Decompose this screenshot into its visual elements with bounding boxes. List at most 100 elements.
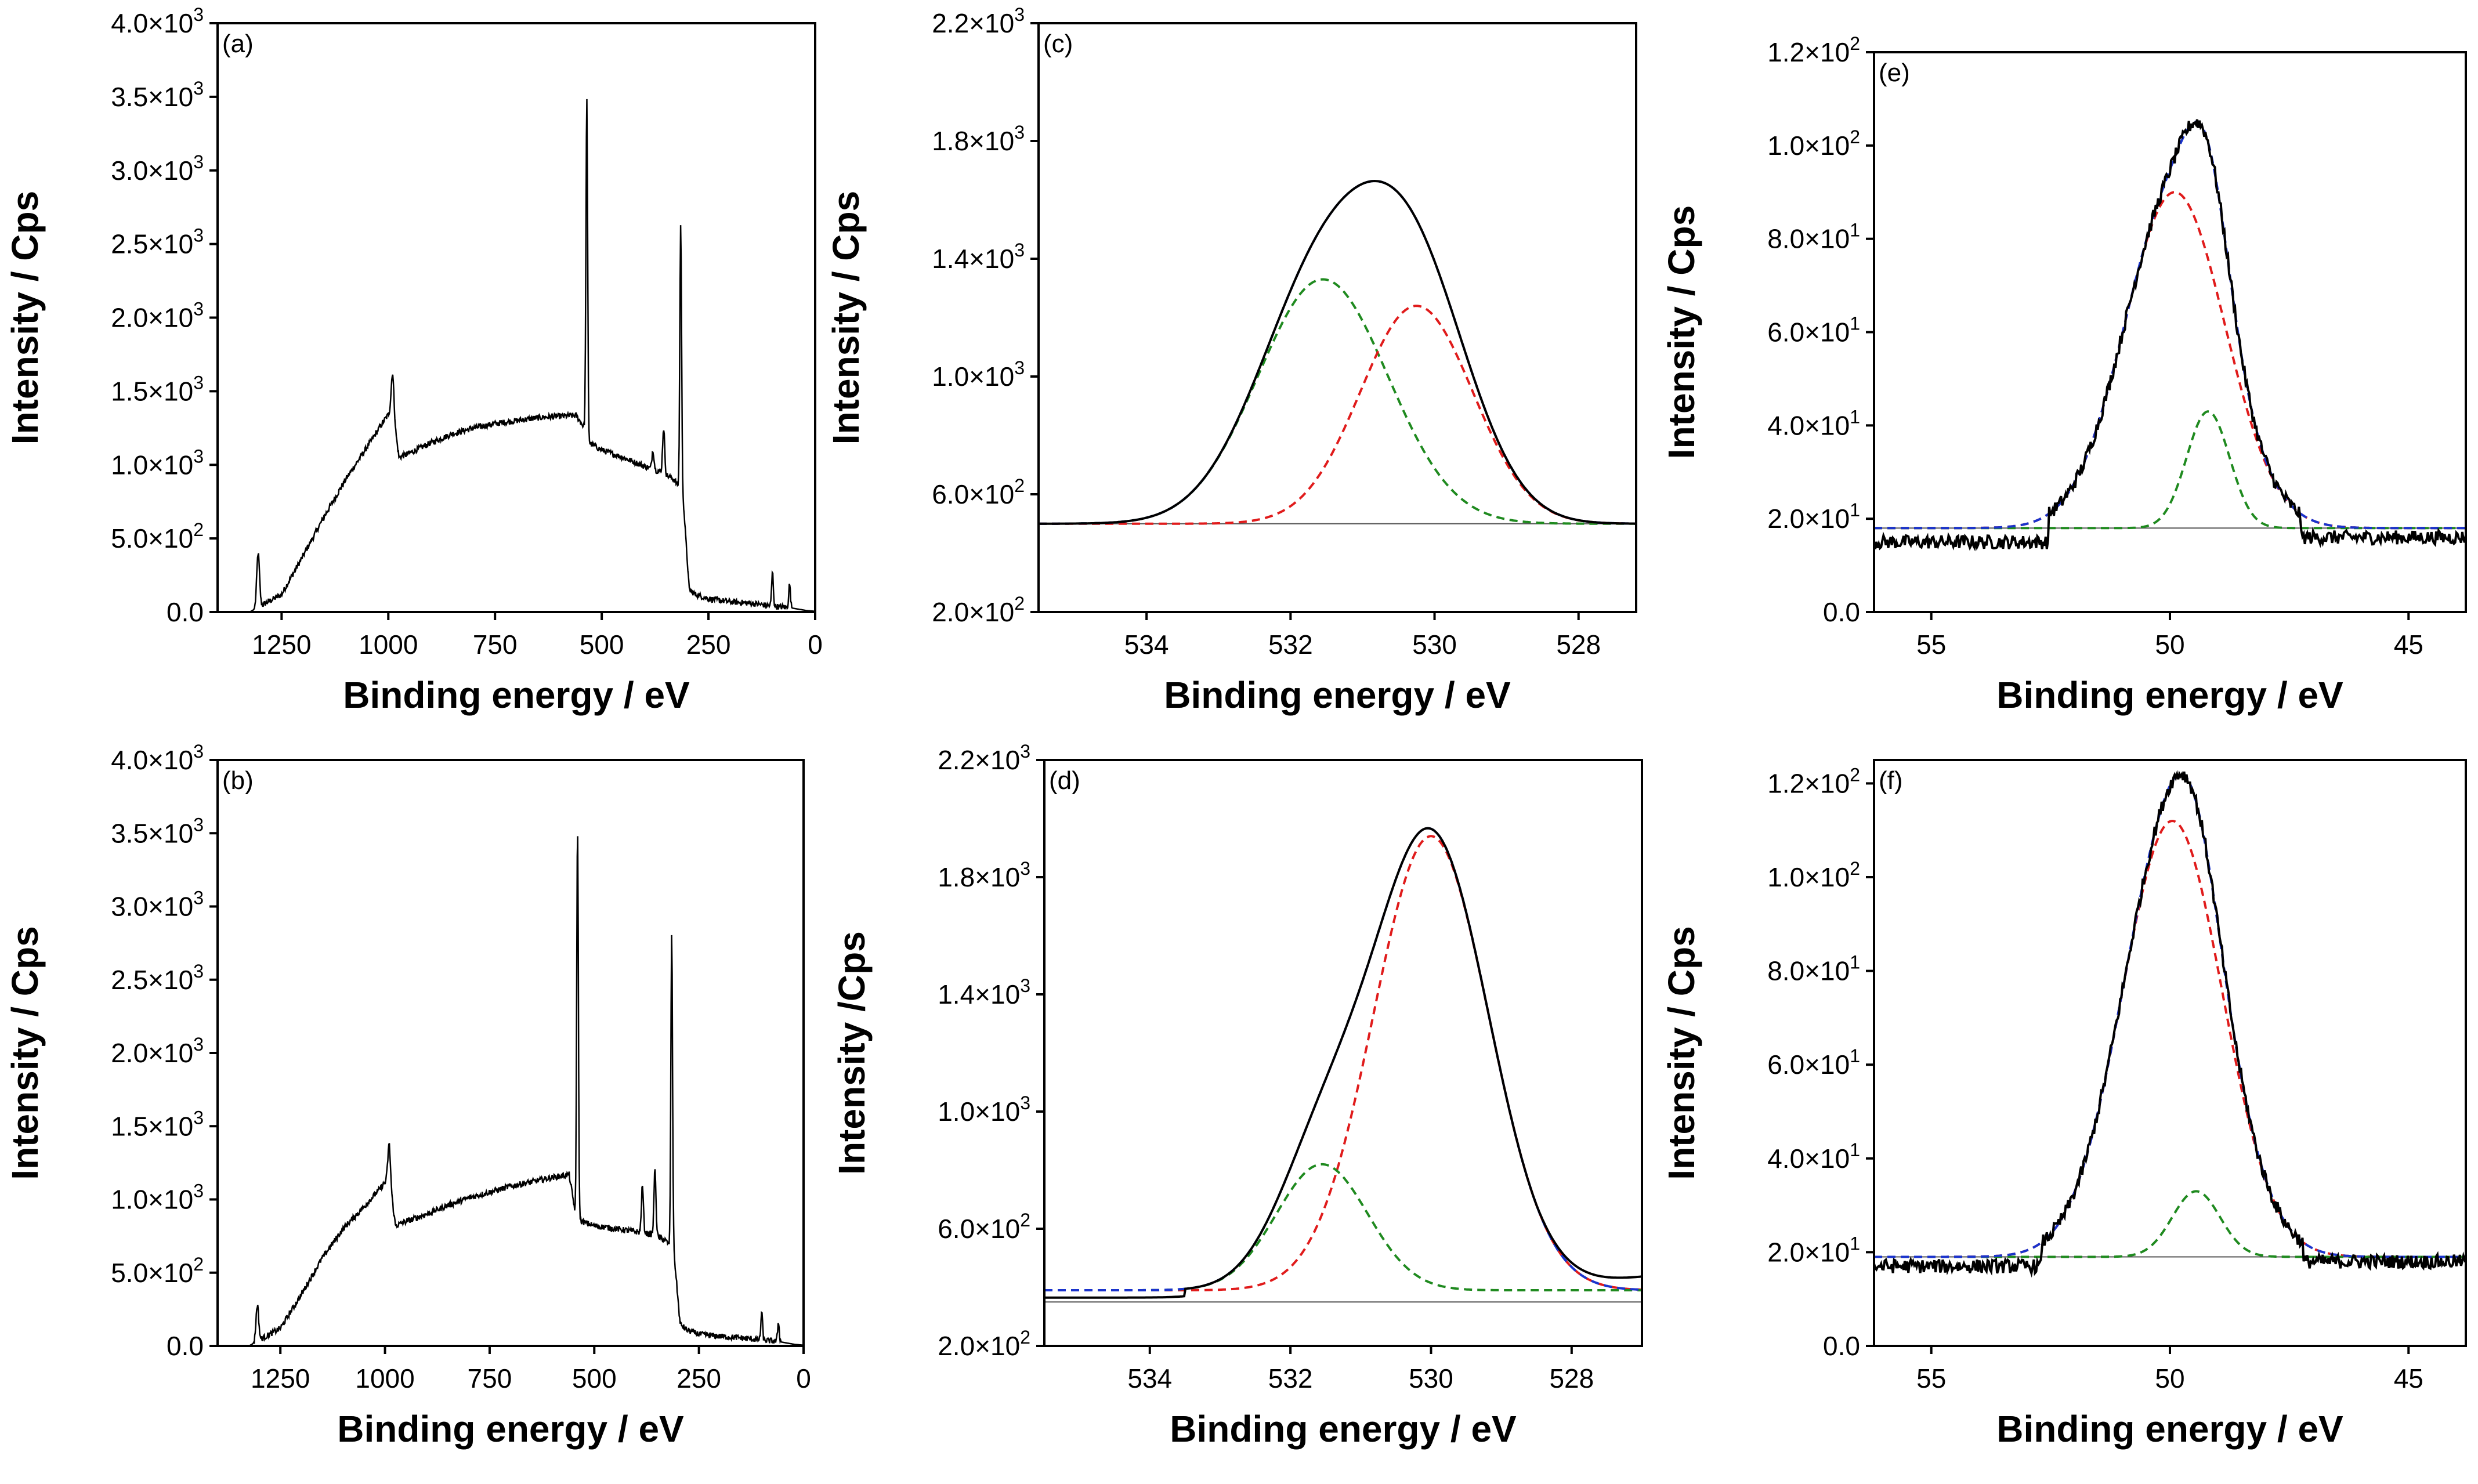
x-tick-label-e: 50 <box>2155 629 2184 660</box>
y-tick-label-c: 1.0×103 <box>932 357 1025 392</box>
panel-label-a: (a) <box>222 30 254 58</box>
y-tick-label-d: 2.0×102 <box>938 1327 1030 1361</box>
fit-component-green-f <box>1874 1190 2466 1258</box>
panel-label-d: (d) <box>1049 766 1080 795</box>
measured-spectrum-e <box>1874 119 2466 552</box>
y-tick-label-f: 0.0 <box>1823 1331 1860 1361</box>
survey-spectrum-a <box>218 99 815 612</box>
y-tick-label-a: 1.5×103 <box>111 372 204 406</box>
panel-label-b: (b) <box>222 766 254 795</box>
axes-frame-c <box>1037 22 1637 613</box>
x-tick-label-e: 45 <box>2394 629 2423 660</box>
measured-spectrum-c <box>1039 179 1636 525</box>
y-tick-label-c: 1.4×103 <box>932 240 1025 274</box>
panel-label-c: (c) <box>1043 30 1073 58</box>
x-tick-label-e: 55 <box>1916 629 1946 660</box>
y-axis-title-e: Intensity / Cps <box>1661 205 1702 459</box>
y-tick-label-e: 0.0 <box>1823 597 1860 627</box>
panel-b: 1250 1000 750 500 250 0 0.0 5.0×102 1.0×103 1.5×1… <box>4 741 811 1450</box>
y-tick-label-e: 1.2×102 <box>1767 33 1860 67</box>
y-tick-label-f: 4.0×101 <box>1767 1139 1860 1174</box>
y-tick-label-d: 1.0×103 <box>938 1092 1030 1127</box>
x-tick-label-f: 55 <box>1916 1363 1946 1393</box>
panel-e: 55 50 45 0.0 2.0×101 4.0×101 6.0×101 8.0×101 1.0… <box>1661 33 2467 716</box>
plot-area-f <box>1874 770 2466 1278</box>
y-axis-title-f: Intensity / Cps <box>1661 926 1702 1179</box>
y-tick-label-b: 1.5×103 <box>111 1107 204 1141</box>
survey-spectrum-b <box>218 836 804 1346</box>
plot-area-e <box>1874 119 2466 552</box>
x-axis-title-a: Binding energy / eV <box>343 674 690 716</box>
y-axis-title-b: Intensity / Cps <box>4 926 46 1179</box>
y-tick-label-b: 5.0×102 <box>111 1254 204 1288</box>
x-tick-label-c: 530 <box>1412 629 1457 660</box>
y-tick-label-a: 0.0 <box>167 597 204 627</box>
fit-component-green-e <box>1874 410 2466 530</box>
x-tick-label-f: 50 <box>2155 1363 2184 1393</box>
x-axis-title-d: Binding energy / eV <box>1170 1408 1517 1450</box>
y-tick-label-d: 6.0×102 <box>938 1210 1030 1244</box>
y-tick-label-a: 4.0×103 <box>111 4 204 38</box>
y-tick-label-f: 1.0×102 <box>1767 858 1860 892</box>
y-tick-label-b: 4.0×103 <box>111 741 204 775</box>
fit-component-red-c <box>1039 305 1636 525</box>
plot-area-d <box>1044 827 1642 1303</box>
y-tick-label-c: 2.0×102 <box>932 593 1025 627</box>
measured-spectrum-d <box>1044 827 1642 1299</box>
x-tick-label-d: 534 <box>1127 1363 1172 1393</box>
x-tick-label-b: 500 <box>572 1363 617 1393</box>
y-tick-label-d: 1.8×103 <box>938 858 1030 892</box>
y-axis-title-c: Intensity / Cps <box>825 191 867 444</box>
y-tick-label-c: 1.8×103 <box>932 122 1025 156</box>
y-tick-label-e: 4.0×101 <box>1767 406 1860 440</box>
x-tick-label-d: 530 <box>1409 1363 1453 1393</box>
x-tick-label-a: 1000 <box>359 629 418 660</box>
fit-component-red-f <box>1874 819 2466 1258</box>
x-tick-label-d: 528 <box>1549 1363 1594 1393</box>
plot-area-c <box>1039 179 1636 525</box>
y-tick-label-e: 1.0×102 <box>1767 126 1860 161</box>
x-tick-label-a: 0 <box>808 629 823 660</box>
y-tick-label-a: 2.5×103 <box>111 225 204 259</box>
y-tick-label-b: 2.0×103 <box>111 1034 204 1068</box>
fit-envelope-e <box>1874 120 2466 530</box>
y-axis-title-d: Intensity /Cps <box>831 931 873 1175</box>
plot-area-b <box>218 836 804 1346</box>
x-tick-label-d: 532 <box>1268 1363 1313 1393</box>
x-tick-label-b: 750 <box>468 1363 512 1393</box>
y-tick-label-f: 8.0×101 <box>1767 952 1860 986</box>
y-tick-label-f: 6.0×101 <box>1767 1045 1860 1080</box>
x-tick-label-a: 1250 <box>252 629 311 660</box>
y-tick-label-b: 3.0×103 <box>111 888 204 922</box>
y-tick-label-a: 3.5×103 <box>111 78 204 112</box>
x-tick-label-c: 528 <box>1556 629 1601 660</box>
y-tick-label-d: 2.2×103 <box>938 741 1030 775</box>
x-tick-label-a: 500 <box>580 629 624 660</box>
panel-d: 534 532 530 528 2.0×102 6.0×102 1.0×103 1.4×103… <box>831 741 1643 1450</box>
y-tick-label-a: 5.0×102 <box>111 519 204 553</box>
panel-c: 534 532 530 528 2.0×102 6.0×102 1.0×103 1.4×103… <box>825 4 1637 716</box>
fit-component-green-c <box>1039 278 1636 525</box>
measured-spectrum-f <box>1874 770 2466 1278</box>
x-tick-label-c: 532 <box>1268 629 1313 660</box>
x-tick-label-a: 250 <box>686 629 731 660</box>
fit-envelope-c <box>1039 179 1636 525</box>
x-axis-title-b: Binding energy / eV <box>337 1408 684 1450</box>
fit-component-red-e <box>1874 191 2466 530</box>
x-tick-label-b: 1000 <box>355 1363 414 1393</box>
y-tick-label-d: 1.4×103 <box>938 975 1030 1009</box>
x-axis-title-c: Binding energy / eV <box>1164 674 1511 716</box>
panel-f: 55 50 45 0.0 2.0×101 4.0×101 6.0×101 8.0×101 1.0… <box>1661 759 2467 1450</box>
y-tick-label-b: 2.5×103 <box>111 961 204 995</box>
y-tick-label-f: 1.2×102 <box>1767 764 1860 798</box>
panel-label-f: (f) <box>1879 766 1903 795</box>
x-axis-title-f: Binding energy / eV <box>1996 1408 2343 1450</box>
y-tick-label-b: 1.0×103 <box>111 1181 204 1215</box>
fit-component-red-d <box>1044 835 1642 1291</box>
y-tick-label-b: 3.5×103 <box>111 814 204 848</box>
x-tick-label-b: 1250 <box>251 1363 310 1393</box>
x-tick-label-c: 534 <box>1124 629 1169 660</box>
axes-frame-a <box>216 22 816 613</box>
x-tick-label-f: 45 <box>2394 1363 2423 1393</box>
